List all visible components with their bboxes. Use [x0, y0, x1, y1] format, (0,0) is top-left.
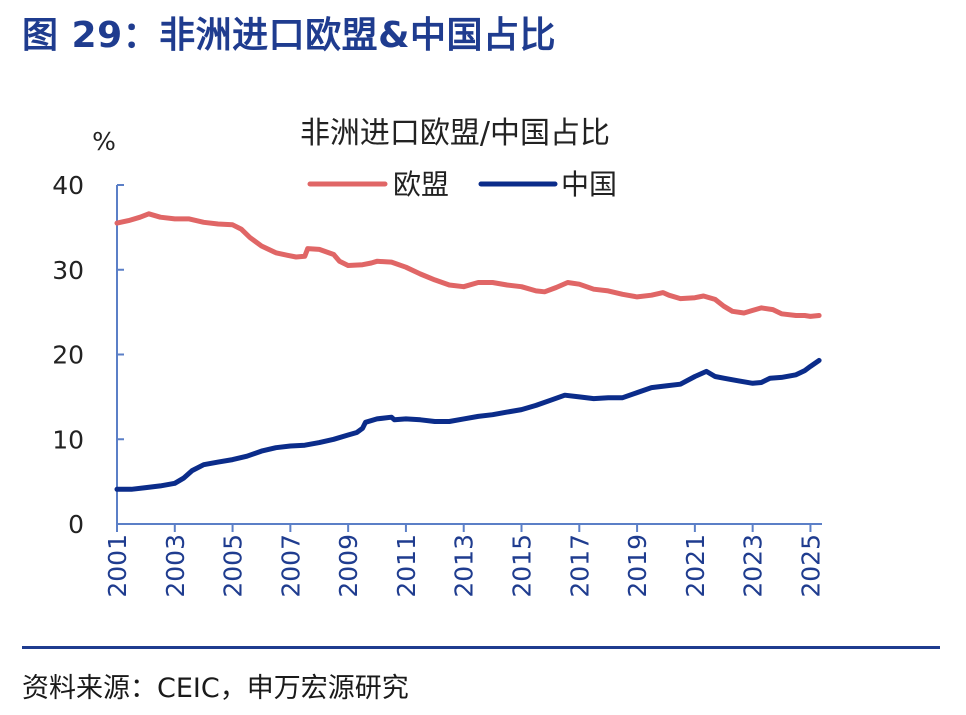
legend: 欧盟 中国 — [307, 168, 617, 201]
y-tick-label: 10 — [52, 425, 84, 454]
x-tick-label: 2019 — [623, 534, 652, 598]
x-tick-label: 2025 — [796, 534, 825, 598]
figure-title: 图 29：非洲进口欧盟&中国占比 — [22, 15, 557, 56]
series-line-eu — [114, 211, 822, 319]
chart-title: 非洲进口欧盟/中国占比 — [300, 116, 610, 151]
y-tick-label: 20 — [52, 341, 84, 370]
legend-label-eu: 欧盟 — [393, 168, 449, 201]
y-axis-unit-label: % — [92, 127, 116, 156]
series-layer — [114, 211, 822, 492]
x-tick-label: 2009 — [334, 534, 363, 598]
x-tick-label: 2015 — [508, 534, 537, 598]
x-tick-label: 2007 — [276, 534, 305, 598]
x-tick-label: 2003 — [161, 534, 190, 598]
x-tick-label: 2005 — [219, 534, 248, 598]
y-tick-label: 0 — [68, 510, 84, 539]
y-tick-label: 40 — [52, 171, 84, 200]
x-tick-label: 2021 — [681, 534, 710, 598]
y-tick-label: 30 — [52, 256, 84, 285]
x-tick-label: 2001 — [103, 534, 132, 598]
source-note: 资料来源：CEIC，申万宏源研究 — [22, 673, 409, 704]
divider-line — [22, 646, 940, 649]
x-tick-label: 2023 — [739, 534, 768, 598]
x-tick-label: 2011 — [392, 534, 421, 598]
y-axis: 0 10 20 30 40 — [52, 171, 124, 539]
series-line-china — [114, 357, 822, 492]
legend-label-china: 中国 — [561, 168, 617, 201]
x-axis: 2001 2003 2005 2007 2009 2011 2013 2015 2017 2019… — [103, 523, 825, 598]
x-tick-label: 2017 — [565, 534, 594, 598]
x-tick-label: 2013 — [450, 534, 479, 598]
